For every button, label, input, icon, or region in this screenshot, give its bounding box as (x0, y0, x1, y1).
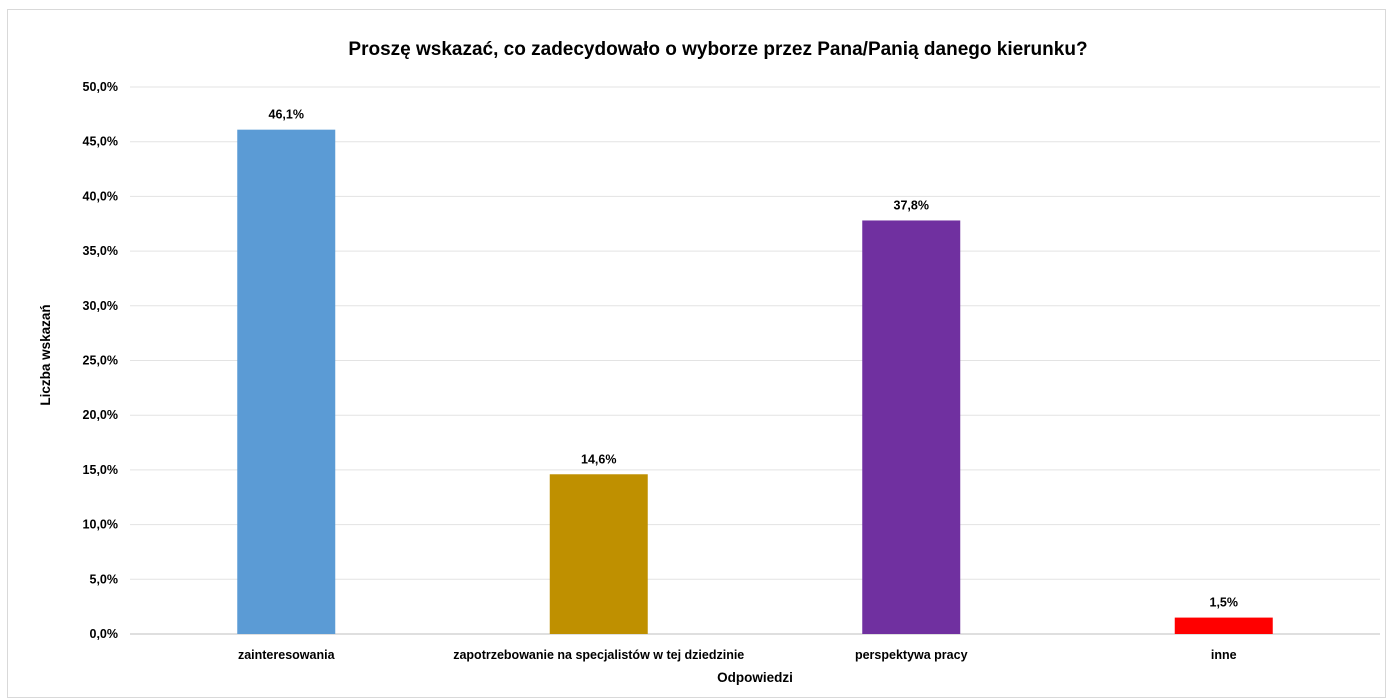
bar (237, 129, 336, 634)
y-tick-label: 20,0% (83, 408, 118, 422)
data-labels: 46,1% 14,6% 37,8% 1,5% (269, 108, 1238, 610)
x-tick-label: zainteresowania (238, 648, 336, 662)
data-label: 1,5% (1210, 596, 1239, 610)
y-tick-label: 5,0% (90, 572, 119, 586)
y-axis-ticks: 0,0% 5,0% 10,0% 15,0% 20,0% 25,0% 30,0% 35,0% 40… (83, 80, 118, 641)
chart-title: Proszę wskazać, co zadecydowało o wyborz… (348, 39, 1087, 60)
data-label: 46,1% (269, 108, 304, 122)
y-tick-label: 15,0% (83, 463, 118, 477)
x-tick-label: inne (1211, 648, 1237, 662)
x-tick-label: perspektywa pracy (855, 648, 968, 662)
data-label: 37,8% (894, 198, 929, 212)
y-tick-label: 25,0% (83, 354, 118, 368)
y-tick-label: 35,0% (83, 244, 118, 258)
data-label: 14,6% (581, 452, 616, 466)
y-axis-title: Liczba wskazań (38, 304, 53, 405)
bar (1174, 617, 1273, 634)
y-tick-label: 40,0% (83, 189, 118, 203)
x-axis-title: Odpowiedzi (717, 670, 793, 685)
y-tick-label: 0,0% (90, 627, 119, 641)
x-tick-label: zapotrzebowanie na specjalistów w tej dz… (453, 648, 744, 662)
y-tick-label: 30,0% (83, 299, 118, 313)
x-axis-ticks: zainteresowania zapotrzebowanie na specja… (238, 648, 1237, 662)
bars (237, 129, 1273, 634)
y-tick-label: 50,0% (83, 80, 118, 94)
bar (549, 474, 648, 634)
chart-area (7, 9, 1386, 698)
y-tick-label: 45,0% (83, 135, 118, 149)
gridlines (130, 86, 1380, 635)
y-tick-label: 10,0% (83, 518, 118, 532)
bar (862, 220, 961, 634)
